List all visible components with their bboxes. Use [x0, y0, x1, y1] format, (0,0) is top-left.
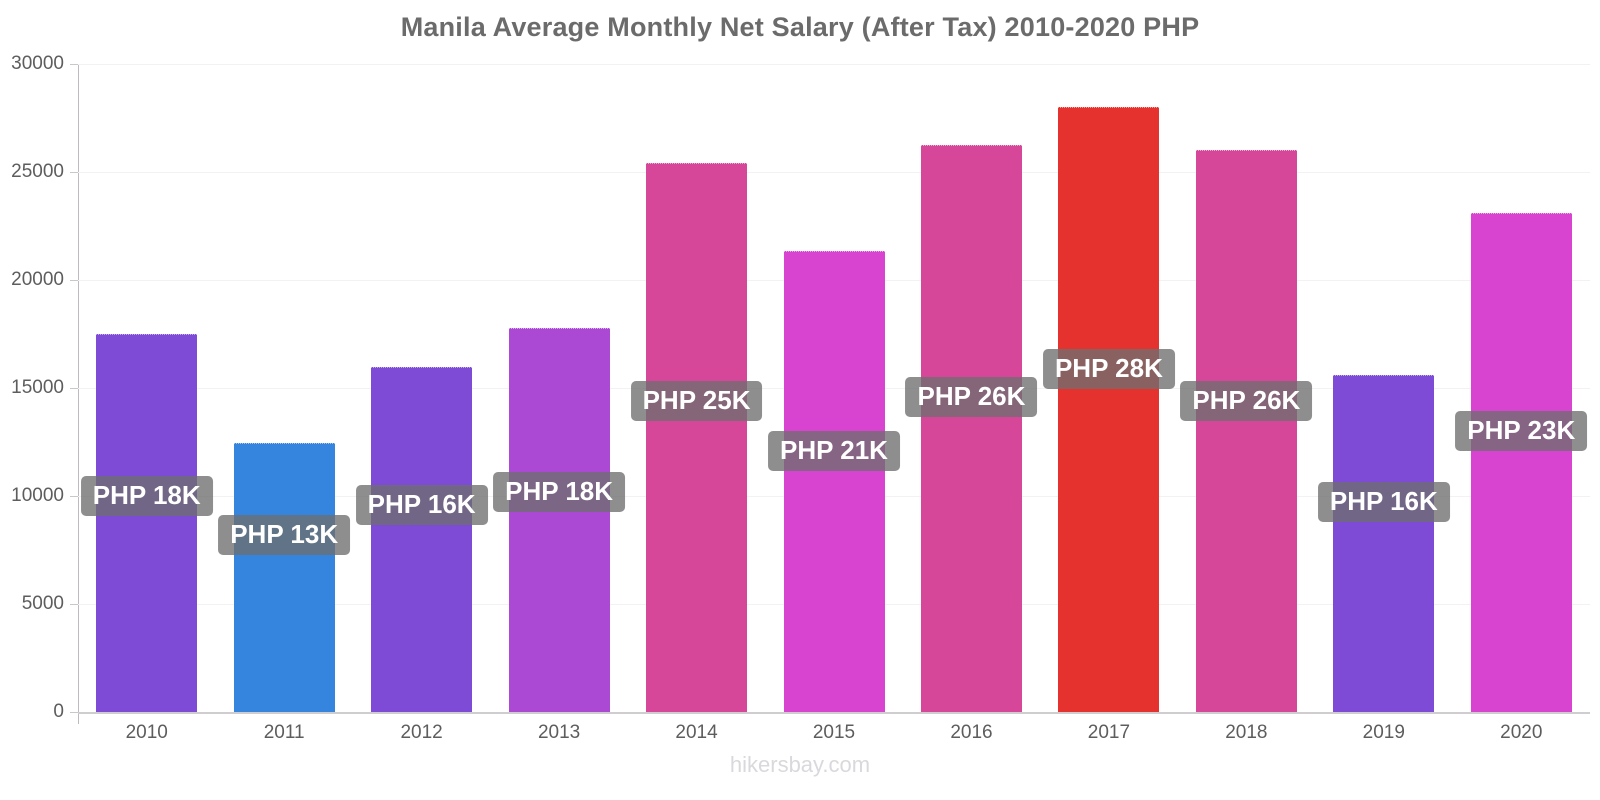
bar-2019[interactable] — [1333, 375, 1435, 712]
bar-2020[interactable] — [1470, 213, 1572, 712]
y-axis-tick-label: 5000 — [21, 593, 64, 614]
y-axis-tick-label: 25000 — [11, 161, 64, 182]
x-axis-tick-label: 2015 — [812, 722, 856, 743]
y-axis-tick-label: 0 — [53, 701, 64, 722]
bar-2015[interactable] — [783, 250, 885, 712]
bar-2013[interactable] — [508, 327, 610, 712]
y-axis-line — [78, 64, 79, 724]
value-label-2016: PHP 26K — [905, 376, 1038, 417]
value-label-2013: PHP 18K — [493, 471, 626, 512]
chart-title: Manila Average Monthly Net Salary (After… — [400, 12, 1200, 42]
value-label-2012: PHP 16K — [355, 484, 488, 525]
x-axis-tick-label: 2011 — [263, 722, 305, 743]
x-axis-tick-label: 2012 — [400, 722, 443, 743]
x-axis-tick-label: 2016 — [950, 722, 993, 743]
y-axis-tick-mark — [70, 604, 78, 605]
x-axis-tick-label: 2018 — [1225, 722, 1268, 743]
bar-2017[interactable] — [1058, 107, 1160, 712]
x-axis-tick-label: 2010 — [125, 722, 168, 743]
value-label-2015: PHP 21K — [768, 430, 900, 471]
plot-area: PHP 18K PHP 13K PHP 16K PHP 18K PHP 25K PHP 2… — [78, 64, 1590, 714]
value-label-2020: PHP 23K — [1455, 411, 1588, 452]
watermark: hikersbay.com — [729, 752, 871, 777]
gridline — [78, 712, 1590, 714]
bar-2010[interactable] — [96, 334, 198, 712]
y-axis-tick-mark — [70, 712, 78, 713]
value-label-2014: PHP 25K — [630, 380, 763, 421]
gridline — [78, 172, 1590, 173]
y-axis-tick-label: 20000 — [11, 269, 64, 290]
y-axis-tick-mark — [70, 64, 78, 65]
value-label-2011: PHP 13K — [218, 514, 351, 555]
x-axis-tick-label: 2020 — [1500, 722, 1543, 743]
x-axis-tick-label: 2017 — [1087, 722, 1131, 743]
bar-2018[interactable] — [1195, 150, 1297, 712]
value-label-2019: PHP 16K — [1317, 482, 1450, 523]
bar-2016[interactable] — [920, 145, 1022, 712]
value-label-2017: PHP 28K — [1042, 348, 1175, 389]
bar-2014[interactable] — [646, 163, 748, 712]
y-axis-tick-label: 30000 — [11, 53, 64, 74]
gridline — [78, 64, 1590, 65]
y-axis-tick-label: 15000 — [11, 377, 64, 398]
y-axis-tick-mark — [70, 496, 78, 497]
bar-2012[interactable] — [371, 367, 473, 712]
y-axis-tick-label: 10000 — [11, 485, 64, 506]
x-axis-tick-label: 2014 — [675, 722, 718, 743]
value-label-2010: PHP 18K — [80, 476, 213, 516]
value-label-2018: PHP 26K — [1180, 380, 1313, 421]
bar-2011[interactable] — [233, 443, 335, 712]
x-axis-tick-label: 2019 — [1362, 722, 1405, 743]
x-axis-tick-label: 2013 — [537, 722, 581, 743]
y-axis-tick-mark — [70, 280, 78, 281]
y-axis-tick-mark — [70, 388, 78, 389]
y-axis-tick-mark — [70, 172, 78, 173]
